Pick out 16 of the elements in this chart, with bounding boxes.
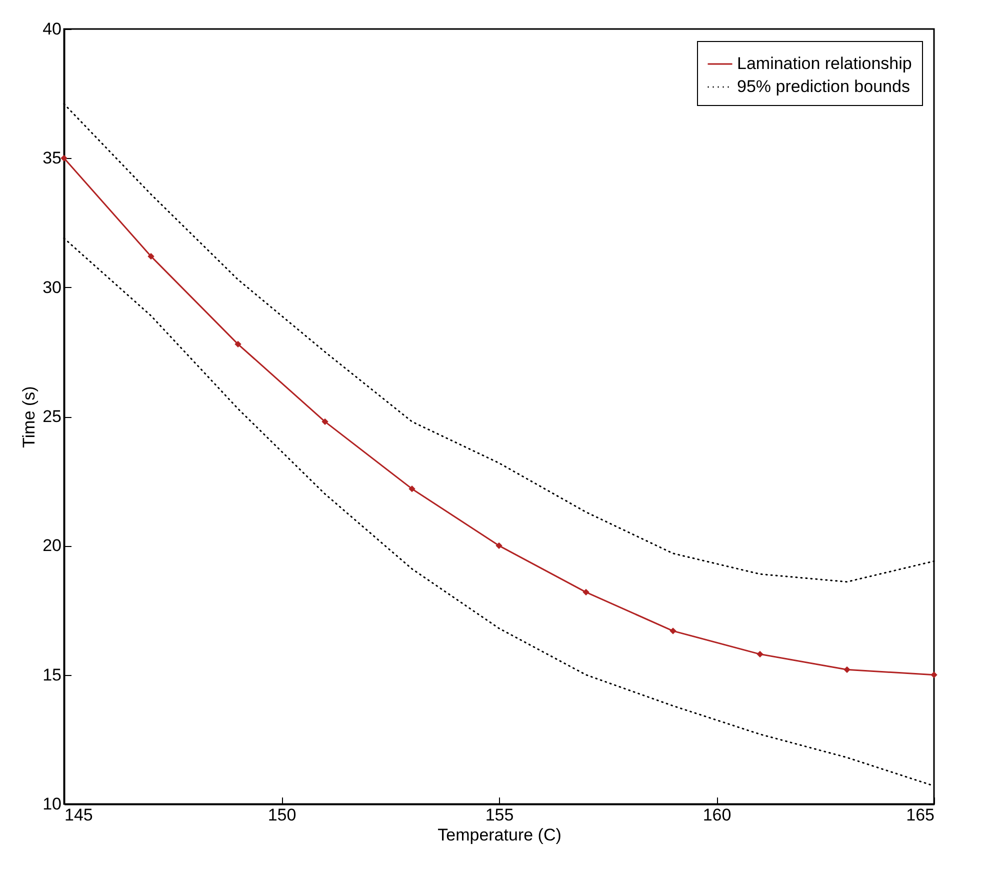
y-tick-label: 10 [42, 794, 62, 814]
y-tick-label: 40 [42, 20, 62, 38]
x-tick-label: 165 [906, 806, 934, 824]
y-tick-label: 20 [42, 536, 62, 556]
y-tick-label: 15 [42, 665, 62, 684]
y-axis-title: Time (s) [20, 386, 39, 448]
x-tick-label: 145 [64, 806, 93, 824]
legend-label: 95% prediction bounds [737, 77, 910, 96]
y-tick-label: 30 [42, 278, 62, 297]
x-tick-label: 160 [702, 806, 732, 824]
legend-label: Lamination relationship [737, 54, 912, 73]
y-tick-label: 25 [42, 407, 62, 426]
x-tick-label: 155 [485, 806, 514, 824]
y-tick-label: 35 [42, 148, 62, 168]
x-axis-title: Temperature (C) [438, 826, 562, 844]
x-tick-label: 150 [268, 806, 296, 824]
